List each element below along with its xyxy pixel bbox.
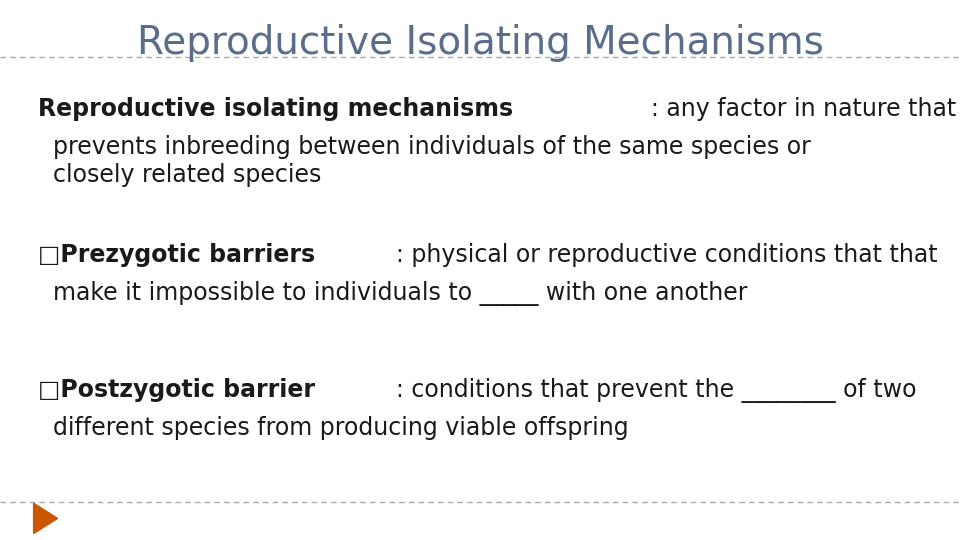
Text: □Prezygotic barriers: □Prezygotic barriers (38, 243, 316, 267)
Text: : conditions that prevent the ________ of two: : conditions that prevent the ________ o… (396, 378, 916, 403)
Text: Reproductive Isolating Mechanisms: Reproductive Isolating Mechanisms (136, 24, 824, 62)
Text: make it impossible to individuals to _____ with one another: make it impossible to individuals to ___… (38, 281, 748, 306)
Text: prevents inbreeding between individuals of the same species or
  closely related: prevents inbreeding between individuals … (38, 135, 811, 187)
Text: different species from producing viable offspring: different species from producing viable … (38, 416, 629, 440)
Text: Reproductive isolating mechanisms: Reproductive isolating mechanisms (38, 97, 514, 121)
Text: : any factor in nature that: : any factor in nature that (652, 97, 957, 121)
Polygon shape (34, 503, 58, 534)
Text: : physical or reproductive conditions that that: : physical or reproductive conditions th… (396, 243, 938, 267)
Text: □Postzygotic barrier: □Postzygotic barrier (38, 378, 316, 402)
